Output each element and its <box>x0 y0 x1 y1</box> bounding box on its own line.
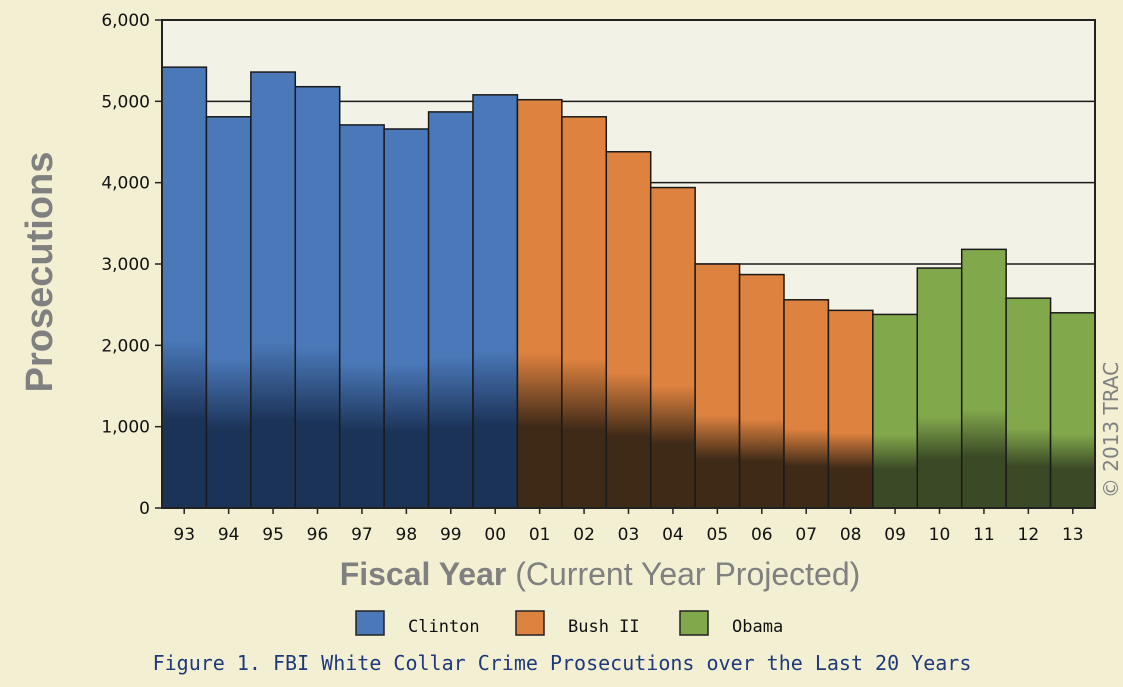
bar-02 <box>561 116 608 509</box>
figure-caption: Figure 1. FBI White Collar Crime Prosecu… <box>153 651 972 675</box>
x-tick-label: 06 <box>751 525 773 545</box>
x-tick-label: 04 <box>662 525 684 545</box>
x-tick-label: 11 <box>973 525 995 545</box>
x-tick-label: 98 <box>396 525 418 545</box>
x-tick-label: 96 <box>307 525 329 545</box>
legend-label: Obama <box>732 617 783 637</box>
x-axis-ticks: 93 94 95 96 97 98 99 00 01 02 03 04 05 06 07 08 09 10 11 12… <box>173 508 1084 545</box>
x-tick-label: 00 <box>484 525 506 545</box>
legend-label: Bush II <box>568 617 640 637</box>
bar-06 <box>738 273 785 509</box>
legend-swatch-bush-ii <box>515 610 545 636</box>
y-axis-label: Prosecutions <box>19 152 61 393</box>
bar-99 <box>427 111 474 509</box>
x-tick-label: 12 <box>1018 525 1040 545</box>
x-axis-label-note: (Current Year Projected) <box>506 556 860 592</box>
x-tick-label: 94 <box>218 525 240 545</box>
bar-95 <box>250 71 297 509</box>
x-tick-label: 95 <box>262 525 284 545</box>
y-tick-label: 0 <box>139 499 150 519</box>
x-tick-label: 99 <box>440 525 462 545</box>
y-tick-label: 6,000 <box>101 11 150 31</box>
bar-96 <box>294 85 341 509</box>
bar-03 <box>605 151 652 509</box>
plot-frame <box>161 19 1096 509</box>
bar-05 <box>694 263 741 509</box>
bar-07 <box>783 299 830 509</box>
bar-11 <box>960 248 1007 509</box>
bar-04 <box>649 186 696 509</box>
x-tick-label: 05 <box>707 525 729 545</box>
bar-01 <box>516 98 563 509</box>
bar-13 <box>1049 312 1096 509</box>
y-tick-label: 2,000 <box>101 336 150 356</box>
y-axis-ticks: 0 1,000 2,000 3,000 4,000 5,000 6,000 <box>101 11 162 519</box>
x-tick-label: 07 <box>795 525 817 545</box>
bar-97 <box>338 124 385 509</box>
bar-10 <box>916 267 963 509</box>
bar-00 <box>472 94 519 509</box>
x-tick-label: 01 <box>529 525 551 545</box>
x-tick-label: 93 <box>173 525 195 545</box>
bar-94 <box>205 116 252 509</box>
x-tick-label: 10 <box>929 525 951 545</box>
bars <box>161 66 1096 509</box>
legend-swatch-clinton <box>355 610 385 636</box>
y-tick-label: 3,000 <box>101 255 150 275</box>
x-tick-label: 13 <box>1062 525 1084 545</box>
legend-swatch-obama <box>679 610 709 636</box>
bar-09 <box>872 313 919 509</box>
bar-08 <box>827 309 874 509</box>
x-tick-label: 09 <box>884 525 906 545</box>
x-tick-label: 02 <box>573 525 595 545</box>
x-axis-label: Fiscal Year (Current Year Projected) <box>340 556 861 592</box>
bar-98 <box>383 128 430 509</box>
x-tick-label: 03 <box>618 525 640 545</box>
x-tick-label: 08 <box>840 525 862 545</box>
y-tick-label: 4,000 <box>101 174 150 194</box>
copyright-text: © 2013 TRAC <box>1099 362 1123 498</box>
legend-label: Clinton <box>408 617 480 637</box>
bar-12 <box>1005 297 1052 509</box>
legend: Clinton Bush II Obama <box>355 610 783 637</box>
x-tick-label: 97 <box>351 525 373 545</box>
y-tick-label: 5,000 <box>101 92 150 112</box>
y-tick-label: 1,000 <box>101 418 150 438</box>
bar-93 <box>161 66 208 509</box>
x-axis-label-main: Fiscal Year <box>340 556 507 592</box>
